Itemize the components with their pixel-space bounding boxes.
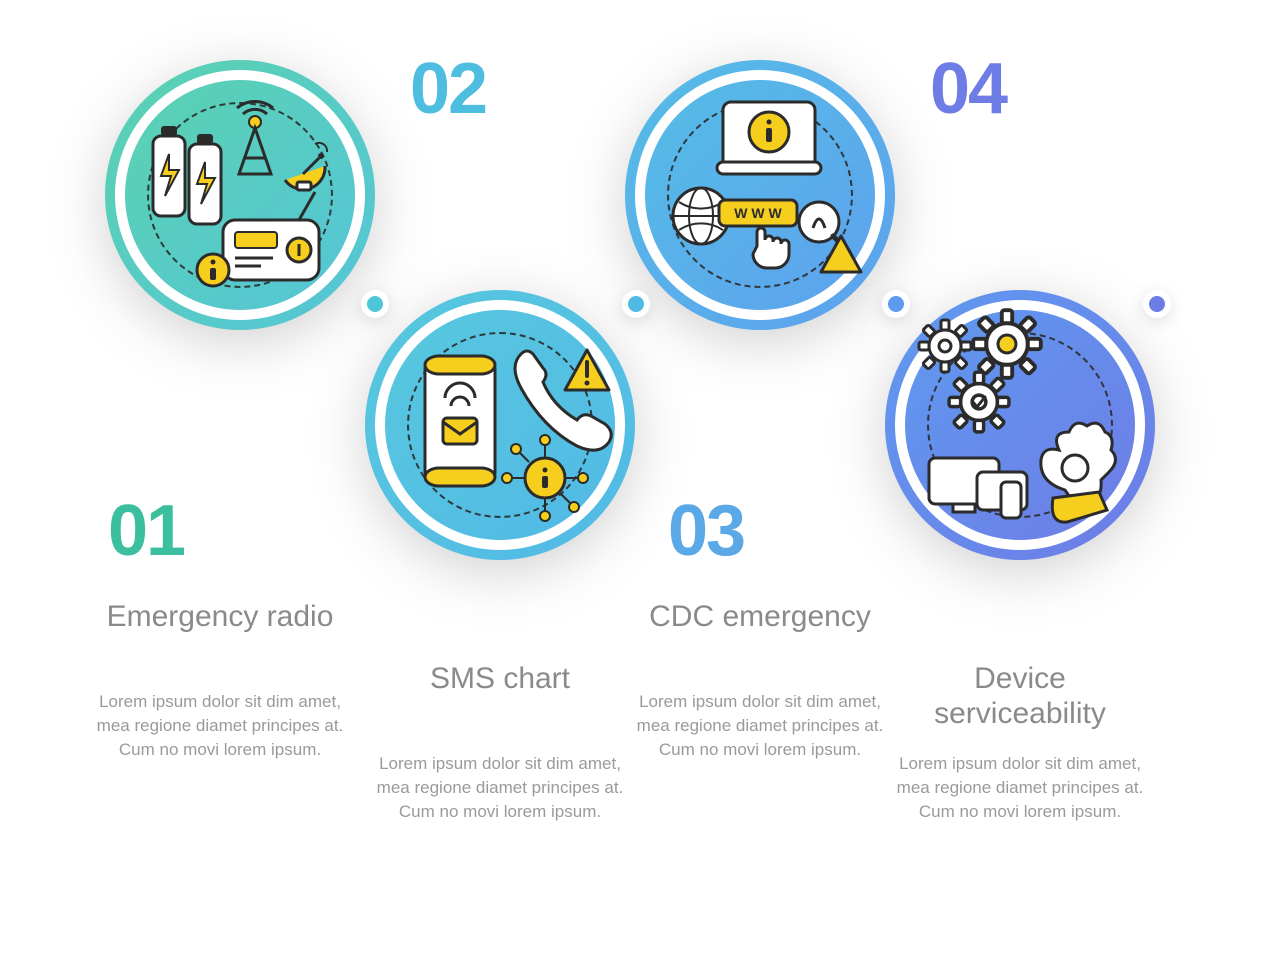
step-desc-2: Lorem ipsum dolor sit dim amet, mea regi… <box>370 752 630 823</box>
step-desc-3: Lorem ipsum dolor sit dim amet, mea regi… <box>630 690 890 761</box>
step-number-2: 02 <box>410 48 486 130</box>
step-title-2: SMS chart <box>380 662 620 697</box>
connector-dot-3 <box>882 290 910 318</box>
sms-icon <box>365 290 635 560</box>
step-circle-2 <box>365 290 635 560</box>
step-number-4: 04 <box>930 48 1006 130</box>
connector-dot-1 <box>361 290 389 318</box>
gears-icon <box>885 290 1155 560</box>
step-title-3: CDC emergency <box>640 600 880 635</box>
step-desc-4: Lorem ipsum dolor sit dim amet, mea regi… <box>890 752 1150 823</box>
step-circle-4 <box>885 290 1155 560</box>
web-icon <box>625 60 895 330</box>
step-circle-1 <box>105 60 375 330</box>
radio-icon <box>105 60 375 330</box>
infographic-stage: 01 Emergency radio Lorem ipsum dolor sit d… <box>0 0 1274 980</box>
connector-dot-4 <box>1143 290 1171 318</box>
step-desc-1: Lorem ipsum dolor sit dim amet, mea regi… <box>90 690 350 761</box>
step-number-3: 03 <box>668 490 744 572</box>
connector-dot-2 <box>622 290 650 318</box>
step-circle-3 <box>625 60 895 330</box>
step-title-4: Device serviceability <box>900 662 1140 731</box>
step-title-1: Emergency radio <box>100 600 340 635</box>
step-number-1: 01 <box>108 490 184 572</box>
